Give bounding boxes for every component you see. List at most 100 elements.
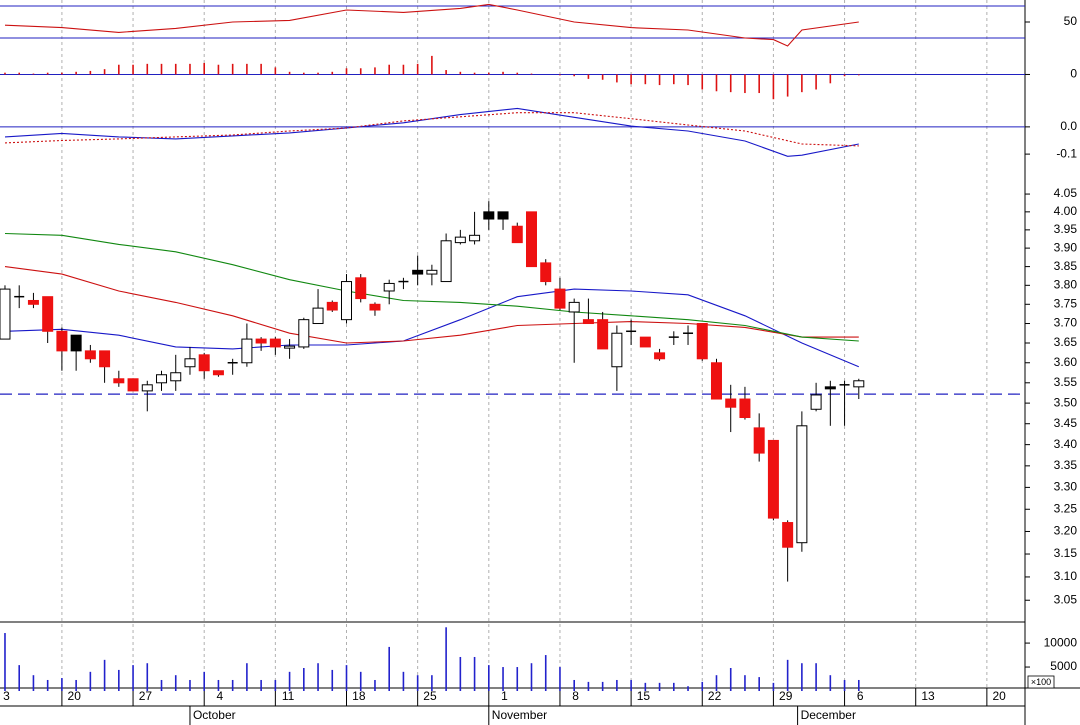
- y-tick-label: 3.70: [1054, 316, 1078, 330]
- x-tick-label: 4: [217, 689, 224, 703]
- candle-body: [853, 380, 865, 388]
- y-tick-label: 3.30: [1054, 480, 1078, 494]
- x-tick-label: 8: [572, 689, 579, 703]
- x-tick-label: 25: [423, 689, 437, 703]
- candle-body: [639, 336, 651, 348]
- candle-body: [696, 323, 708, 360]
- x-tick-label: 3: [3, 689, 10, 703]
- y-tick-label: 3.05: [1054, 592, 1078, 606]
- candle-body: [156, 374, 168, 384]
- candle-body: [469, 234, 481, 242]
- candle-body: [654, 352, 666, 360]
- y-tick-label: 5000: [1050, 659, 1077, 673]
- series-line: [4, 3, 859, 47]
- month-label: November: [492, 708, 547, 722]
- candle-body: [412, 269, 424, 275]
- candle-body: [525, 211, 537, 268]
- candle-body: [568, 301, 580, 313]
- candle-body: [611, 332, 623, 368]
- candle-body: [56, 330, 68, 352]
- candle-body: [284, 345, 296, 349]
- y-tick-label: 3.90: [1054, 240, 1078, 254]
- series-line: [4, 232, 859, 342]
- candle-body: [383, 282, 395, 292]
- unit-label: ×100: [1031, 677, 1051, 687]
- x-tick-label: 20: [68, 689, 82, 703]
- y-tick-label: 3.40: [1054, 437, 1078, 451]
- month-label: October: [193, 708, 236, 722]
- candle-body: [127, 378, 139, 392]
- candle-body: [184, 358, 196, 368]
- x-tick-label: 20: [993, 689, 1007, 703]
- y-tick-label: 3.80: [1054, 277, 1078, 291]
- candle-body: [0, 288, 11, 340]
- y-tick-label: 3.45: [1054, 416, 1078, 430]
- candle-body: [27, 299, 39, 305]
- candle-body: [84, 350, 96, 360]
- candle-body: [824, 386, 836, 390]
- y-tick-label: 50: [1064, 14, 1078, 28]
- candle-body: [42, 296, 54, 332]
- candle-body: [212, 370, 224, 376]
- y-tick-label: 3.50: [1054, 395, 1078, 409]
- x-tick-label: 6: [857, 689, 864, 703]
- series-line: [4, 266, 859, 344]
- y-tick-label: 4.00: [1054, 204, 1078, 218]
- month-label: December: [801, 708, 856, 722]
- x-tick-label: 22: [708, 689, 722, 703]
- candle-body: [241, 338, 253, 364]
- y-tick-label: 3.20: [1054, 524, 1078, 538]
- candle-body: [99, 350, 111, 368]
- candle-body: [369, 303, 381, 311]
- x-tick-label: 1: [501, 689, 508, 703]
- candle-body: [255, 338, 267, 344]
- candle-body: [483, 211, 495, 220]
- x-tick-label: 11: [282, 689, 295, 703]
- y-tick-label: 3.65: [1054, 335, 1078, 349]
- x-tick-label: 15: [637, 689, 651, 703]
- candle-body: [70, 334, 82, 352]
- y-tick-label: 3.35: [1054, 458, 1078, 472]
- y-tick-label: 3.85: [1054, 259, 1078, 273]
- unit-box: [1027, 675, 1055, 689]
- candle-body: [141, 384, 153, 392]
- candle-body: [582, 319, 594, 325]
- x-tick-label: 13: [921, 689, 935, 703]
- candle-body: [170, 372, 182, 382]
- candle-body: [753, 427, 765, 454]
- y-tick-label: 3.25: [1054, 501, 1078, 515]
- series-line: [4, 112, 859, 147]
- y-tick-label: 3.75: [1054, 296, 1078, 310]
- candle-body: [540, 262, 552, 283]
- candle-body: [710, 362, 722, 400]
- candle-body: [725, 398, 737, 408]
- candle-body: [810, 394, 822, 410]
- y-tick-label: 3.55: [1054, 375, 1078, 389]
- candle-body: [597, 319, 609, 350]
- candle-body: [298, 319, 310, 348]
- candle-body: [326, 301, 338, 311]
- candle-body: [782, 522, 794, 548]
- candle-body: [796, 425, 808, 544]
- candle-body: [767, 439, 779, 519]
- y-tick-label: 3.60: [1054, 355, 1078, 369]
- y-tick-label: 3.10: [1054, 569, 1078, 583]
- y-tick-label: -0.1: [1056, 146, 1077, 160]
- y-tick-label: 0: [1070, 67, 1077, 81]
- y-tick-label: 10000: [1044, 635, 1078, 649]
- y-tick-label: 3.95: [1054, 222, 1078, 236]
- x-tick-label: 29: [779, 689, 793, 703]
- candle-body: [269, 338, 281, 348]
- candle-body: [426, 269, 438, 275]
- series-line: [4, 107, 859, 157]
- candle-body: [312, 307, 324, 325]
- series-line: [4, 288, 860, 368]
- candle-body: [554, 288, 566, 309]
- candle-body: [511, 225, 523, 244]
- y-tick-label: 0.0: [1060, 119, 1077, 133]
- x-tick-label: 27: [139, 689, 153, 703]
- x-tick-label: 18: [352, 689, 366, 703]
- candle-body: [355, 277, 367, 300]
